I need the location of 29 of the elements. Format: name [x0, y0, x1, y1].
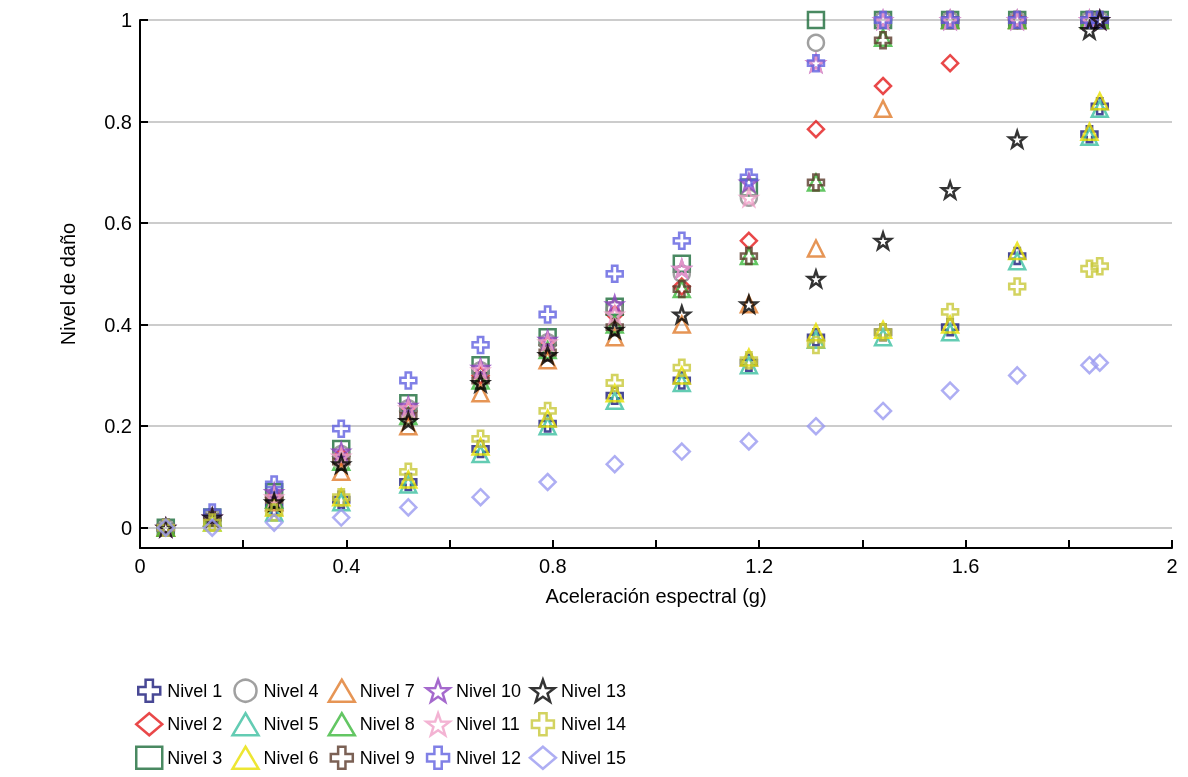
y-tick-label: 0.6	[104, 212, 132, 235]
legend-label: Nivel 2	[167, 714, 223, 735]
legend-label: Nivel 4	[263, 680, 319, 701]
x-tick-label: 1.6	[951, 555, 980, 577]
legend-label: Nivel 10	[456, 680, 522, 701]
legend-label: Nivel 14	[560, 714, 626, 735]
legend-label: Nivel 15	[560, 747, 626, 768]
y-tick-label: 0.2	[104, 415, 132, 438]
x-axis-title: Aceleración espectral (g)	[545, 585, 767, 607]
y-tick-label: 1	[120, 9, 132, 31]
legend-label: Nivel 6	[263, 747, 319, 768]
legend-label: Nivel 9	[359, 747, 415, 768]
y-axis-title: Nivel de daño	[57, 222, 79, 346]
y-tick-label: 0.4	[104, 313, 132, 336]
x-tick-label: 0.4	[332, 555, 361, 577]
x-tick-label: 0.8	[538, 555, 567, 577]
legend-label: Nivel 5	[263, 714, 319, 735]
legend-label: Nivel 12	[456, 747, 522, 768]
legend-label: Nivel 8	[359, 714, 415, 735]
x-tick-label: 1.2	[745, 555, 774, 577]
x-tick-label: 0	[134, 555, 146, 577]
x-tick-label: 2	[1166, 555, 1178, 577]
legend-label: Nivel 7	[359, 680, 415, 701]
y-tick-label: 0.8	[104, 110, 132, 133]
legend-label: Nivel 1	[167, 680, 223, 701]
y-tick-label: 0	[120, 516, 132, 539]
legend-label: Nivel 3	[167, 747, 223, 768]
legend-label: Nivel 13	[560, 680, 626, 701]
legend-label: Nivel 11	[456, 714, 520, 735]
